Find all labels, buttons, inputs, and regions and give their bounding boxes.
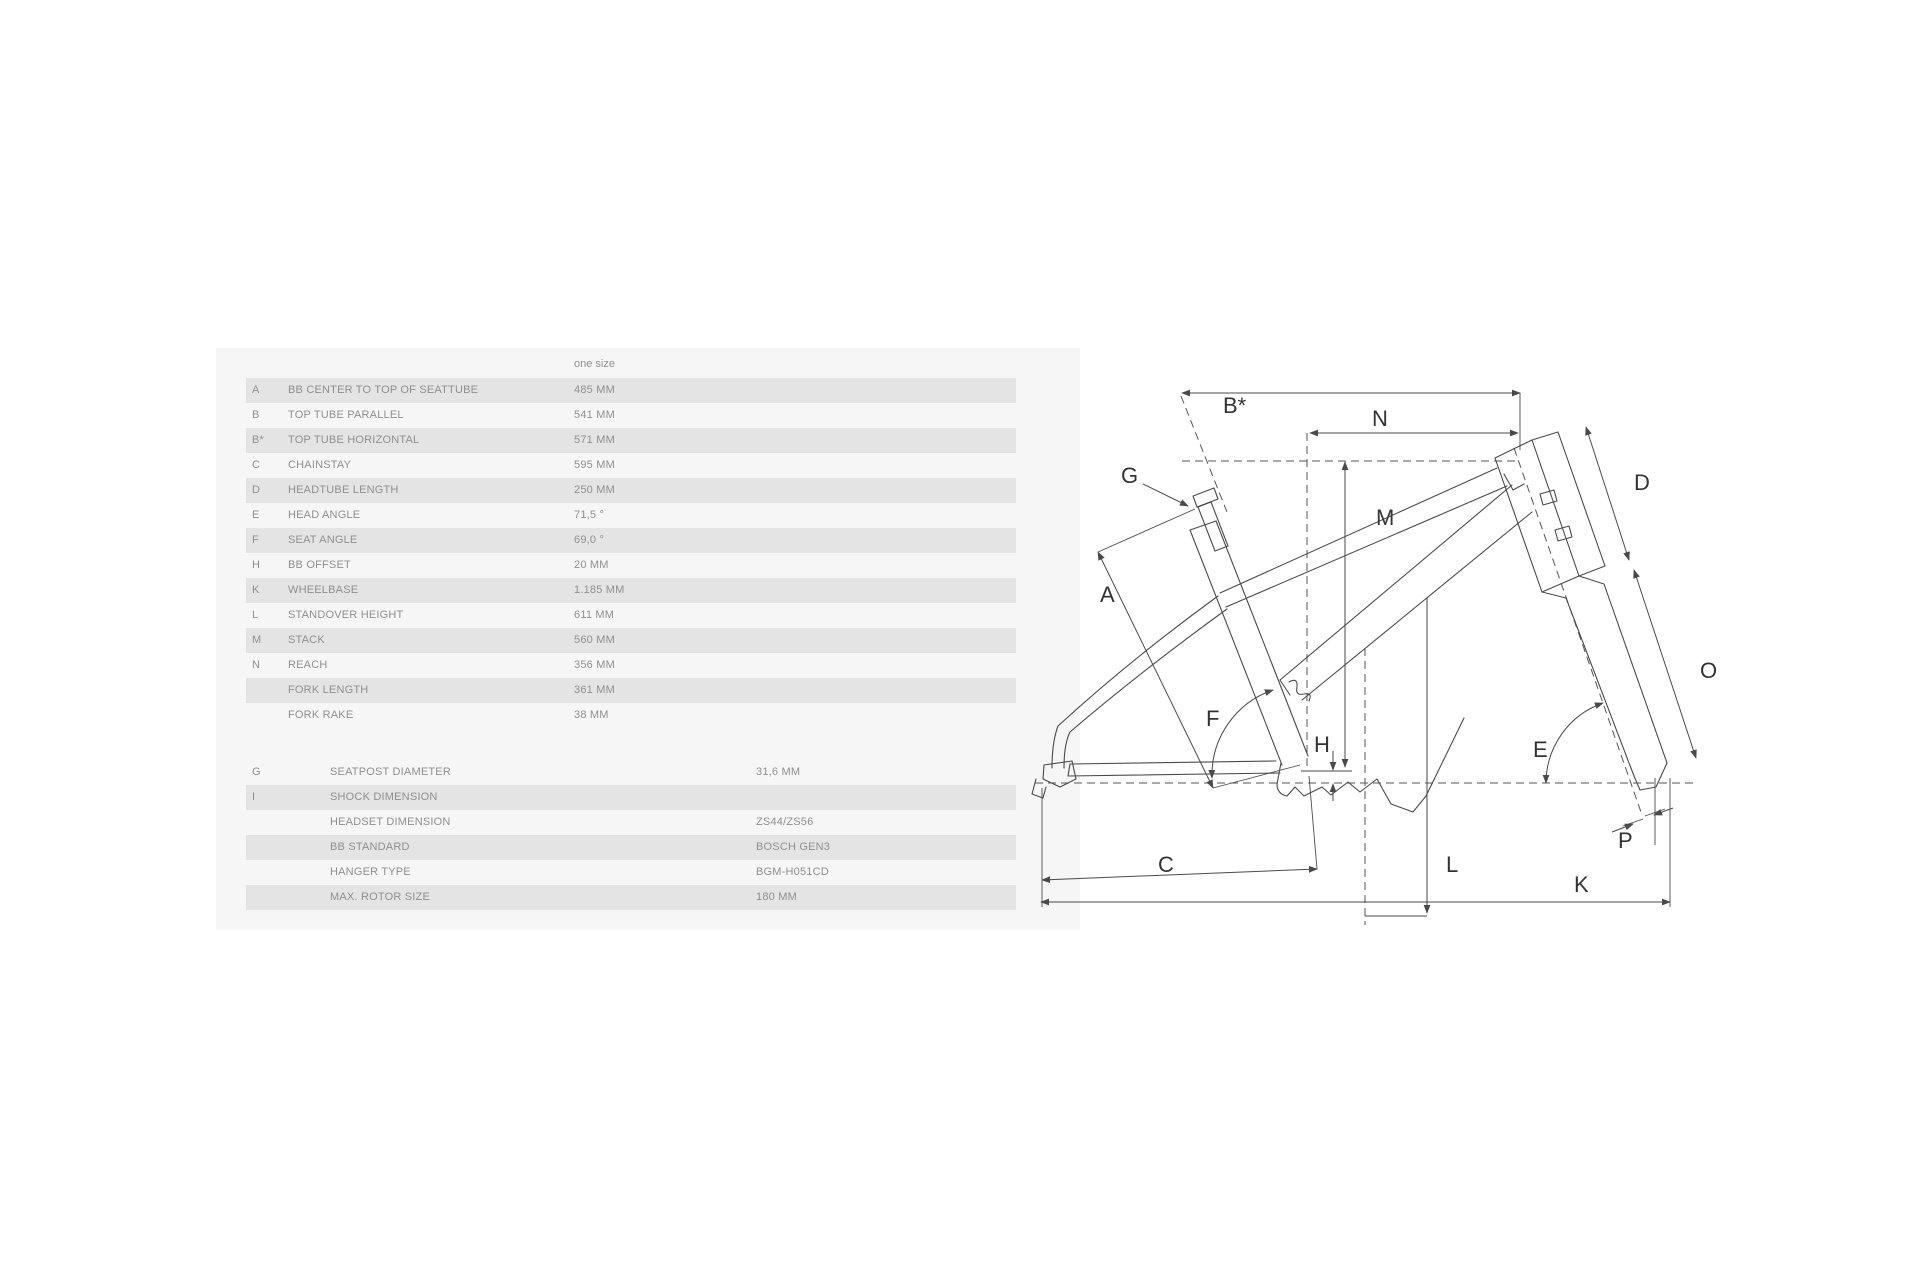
row-letter: A [252, 384, 260, 396]
row-value: 71,5 ° [574, 509, 605, 521]
table-row: M STACK 560 MM [246, 628, 1016, 653]
row-letter: C [252, 459, 261, 471]
dimension-lines [1040, 389, 1697, 914]
table-row: I SHOCK DIMENSION [246, 785, 1016, 810]
row-value: 20 MM [574, 559, 609, 571]
row-letter: G [252, 766, 261, 778]
row-label: STACK [288, 634, 325, 646]
table-row: F SEAT ANGLE 69,0 ° [246, 528, 1016, 553]
row-label: SHOCK DIMENSION [330, 791, 438, 803]
row-letter: K [252, 584, 260, 596]
table-row: B* TOP TUBE HORIZONTAL 571 MM [246, 428, 1016, 453]
geometry-diagram: B* N G D M A O F H E P C L K [1031, 389, 1717, 925]
row-label: HEADSET DIMENSION [330, 816, 451, 828]
table-row: MAX. ROTOR SIZE 180 MM [246, 885, 1016, 910]
table-row: H BB OFFSET 20 MM [246, 553, 1016, 578]
row-value: 611 MM [574, 609, 615, 621]
diagram-label: E [1533, 737, 1548, 762]
row-value: ZS44/ZS56 [756, 816, 814, 828]
table-row: N REACH 356 MM [246, 653, 1016, 678]
row-label: TOP TUBE PARALLEL [288, 409, 404, 421]
diagram-label: G [1121, 463, 1138, 488]
row-value: 361 MM [574, 684, 615, 696]
table-row: HANGER TYPE BGM-H051CD [246, 860, 1016, 885]
diagram-label: M [1376, 505, 1394, 530]
row-value: 356 MM [574, 659, 615, 671]
frame-outline [1031, 431, 1668, 813]
row-value: 180 MM [756, 891, 797, 903]
table-row: BB STANDARD BOSCH GEN3 [246, 835, 1016, 860]
row-value: 541 MM [574, 409, 615, 421]
row-letter: B* [252, 434, 265, 446]
row-label: BB STANDARD [330, 841, 410, 853]
table-row: D HEADTUBE LENGTH 250 MM [246, 478, 1016, 503]
diagram-label: H [1314, 732, 1330, 757]
table-row: A BB CENTER TO TOP OF SEATTUBE 485 MM [246, 378, 1016, 403]
table-row: K WHEELBASE 1.185 MM [246, 578, 1016, 603]
table-row: HEADSET DIMENSION ZS44/ZS56 [246, 810, 1016, 835]
table-row: E HEAD ANGLE 71,5 ° [246, 503, 1016, 528]
row-letter: B [252, 409, 260, 421]
row-letter: I [252, 791, 256, 803]
row-label: SEATPOST DIAMETER [330, 766, 451, 778]
row-label: MAX. ROTOR SIZE [330, 891, 430, 903]
row-letter: D [252, 484, 261, 496]
table-row: B TOP TUBE PARALLEL 541 MM [246, 403, 1016, 428]
diagram-label: A [1100, 582, 1115, 607]
diagram-label: D [1634, 470, 1650, 495]
row-value: BOSCH GEN3 [756, 841, 831, 853]
table-row: L STANDOVER HEIGHT 611 MM [246, 603, 1016, 628]
table-row: G SEATPOST DIAMETER 31,6 MM [246, 760, 1016, 785]
row-label: WHEELBASE [288, 584, 359, 596]
row-label: FORK LENGTH [288, 684, 369, 696]
geometry-table-panel: one size A BB CENTER TO TOP OF SEATTUBE 48… [216, 348, 1080, 930]
row-label: SEAT ANGLE [288, 534, 358, 546]
row-value: BGM-H051CD [756, 866, 829, 878]
row-value: 595 MM [574, 459, 615, 471]
row-label: FORK RAKE [288, 709, 354, 721]
row-value: 38 MM [574, 709, 609, 721]
row-label: TOP TUBE HORIZONTAL [288, 434, 420, 446]
row-label: HEAD ANGLE [288, 509, 361, 521]
spec-rows: G SEATPOST DIAMETER 31,6 MM I SHOCK DIMENSIO… [246, 760, 1016, 910]
row-letter: L [252, 609, 259, 621]
row-letter: E [252, 509, 260, 521]
diagram-label: F [1206, 706, 1219, 731]
row-value: 69,0 ° [574, 534, 605, 546]
diagram-label: O [1700, 658, 1717, 683]
row-letter: N [252, 659, 261, 671]
row-value: 1.185 MM [574, 584, 625, 596]
row-value: 571 MM [574, 434, 615, 446]
diagram-label: P [1618, 828, 1633, 853]
diagram-label: C [1158, 852, 1174, 877]
row-letter: H [252, 559, 261, 571]
row-value: 560 MM [574, 634, 615, 646]
size-column-header: one size [574, 358, 615, 370]
row-label: REACH [288, 659, 328, 671]
row-label: CHAINSTAY [288, 459, 352, 471]
geometry-rows: A BB CENTER TO TOP OF SEATTUBE 485 MM B TOP … [246, 378, 1016, 728]
table-row: FORK RAKE 38 MM [246, 703, 1016, 728]
row-label: HANGER TYPE [330, 866, 411, 878]
diagram-label: N [1372, 406, 1388, 431]
row-label: STANDOVER HEIGHT [288, 609, 404, 621]
diagram-label: K [1574, 872, 1589, 897]
table-row: FORK LENGTH 361 MM [246, 678, 1016, 703]
diagram-labels: B* N G D M A O F H E P C L K [1100, 393, 1717, 897]
row-value: 485 MM [574, 384, 615, 396]
row-label: HEADTUBE LENGTH [288, 484, 399, 496]
row-letter: F [252, 534, 259, 546]
diagram-label: B* [1223, 393, 1247, 418]
row-letter: M [252, 634, 262, 646]
row-label: BB OFFSET [288, 559, 351, 571]
row-value: 250 MM [574, 484, 615, 496]
table-row: C CHAINSTAY 595 MM [246, 453, 1016, 478]
row-label: BB CENTER TO TOP OF SEATTUBE [288, 384, 479, 396]
diagram-label: L [1446, 852, 1458, 877]
row-value: 31,6 MM [756, 766, 801, 778]
